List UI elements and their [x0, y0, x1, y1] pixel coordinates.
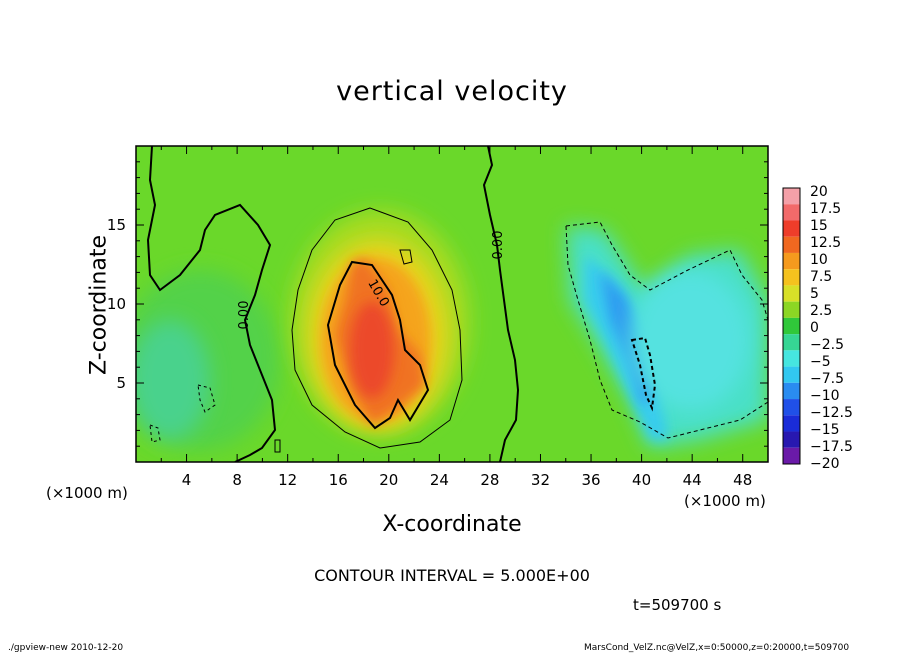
time-label: t=509700 s [633, 596, 722, 614]
colorbar-cell [783, 350, 800, 367]
contour-neg-ten [630, 336, 657, 412]
x-tick-label: 32 [531, 471, 550, 489]
colorbar-label: −15 [810, 422, 840, 438]
colorbar-cell [783, 399, 800, 416]
colorbar-cell [783, 334, 800, 351]
x-tick-label: 40 [632, 471, 651, 489]
colorbar-frame [782, 187, 801, 465]
colorbar: 2017.51512.5107.552.50−2.5−5−7.5−10−12.5… [782, 184, 853, 472]
x-tick-label: 20 [379, 471, 398, 489]
contour-neg-five-top [565, 221, 768, 321]
x-tick-label: 28 [480, 471, 499, 489]
contour-interval-label: CONTOUR INTERVAL = 5.000E+00 [314, 566, 590, 585]
colorbar-label: −7.5 [810, 371, 844, 387]
x-tick-label: 24 [430, 471, 449, 489]
colorbar-cell [783, 382, 800, 400]
colorbar-label: −5 [810, 354, 831, 370]
footer-left: ./gpview-new 2010-12-20 [8, 643, 124, 653]
contour-five [291, 207, 463, 449]
x-tick-label: 36 [581, 471, 600, 489]
contour-small-left-2 [149, 424, 161, 443]
colorbar-cell [783, 204, 800, 221]
colorbar-cell [783, 415, 800, 432]
chart-title: vertical velocity [336, 76, 568, 107]
contour-small-1 [274, 439, 281, 453]
colorbar-cell [783, 447, 800, 464]
colorbar-label: 7.5 [810, 269, 832, 285]
colorbar-label: 20 [810, 184, 828, 200]
colorbar-cell [783, 301, 800, 318]
x-tick-label: 12 [278, 471, 297, 489]
y-tick-label: 15 [107, 216, 126, 234]
contour-label-zero-left: 0.00 [237, 301, 252, 330]
footer-right: MarsCond_VelZ.nc@VelZ,x=0:50000,z=0:2000… [584, 643, 850, 653]
contour-small-2 [399, 249, 413, 265]
colorbar-cell [783, 236, 800, 253]
x-tick-label: 48 [733, 471, 752, 489]
colorbar-cell [783, 269, 800, 286]
contour-neg-five-bottom [565, 225, 768, 439]
y-tick-label: 10 [107, 295, 126, 313]
x-unit-left: (×1000 m) [46, 484, 128, 502]
x-axis-label: X-coordinate [382, 512, 522, 537]
colorbar-cell [783, 366, 800, 383]
x-axis: 4 8 12 16 20 24 28 32 36 40 44 48 [160, 146, 752, 489]
colorbar-cell [783, 431, 800, 448]
colorbar-label: −17.5 [810, 439, 853, 455]
y-axis-label: Z-coordinate [86, 235, 112, 375]
field-left-downdraft [136, 320, 210, 440]
colorbar-label: −20 [810, 456, 840, 472]
y-tick-label: 5 [116, 374, 126, 392]
colorbar-label: 12.5 [810, 235, 841, 251]
updraft-max [350, 302, 394, 398]
downdraft-right [630, 270, 750, 410]
y-axis: 5 10 15 [107, 161, 768, 447]
colorbar-label: 10 [810, 252, 828, 268]
contour-zero-middle [482, 146, 520, 462]
colorbar-cell [783, 317, 800, 335]
colorbar-cell [783, 220, 800, 237]
colorbar-label: 5 [810, 286, 819, 302]
colorbar-label: −12.5 [810, 405, 853, 421]
contour-zero-left [146, 146, 277, 462]
contour-label-zero-middle: 0.00 [491, 231, 506, 260]
colorbar-label: 2.5 [810, 303, 832, 319]
contour-small-left-1 [197, 384, 216, 413]
colorbar-cell [783, 285, 800, 302]
contour-ten [326, 260, 430, 430]
colorbar-cell [783, 252, 800, 270]
x-tick-label: 44 [683, 471, 702, 489]
x-tick-label: 8 [232, 471, 242, 489]
colorbar-label: −2.5 [810, 337, 844, 353]
colorbar-label: −10 [810, 388, 840, 404]
velocity-field [136, 146, 768, 462]
x-unit-right: (×1000 m) [684, 492, 766, 510]
colorbar-cell [783, 188, 800, 205]
colorbar-label: 15 [810, 218, 828, 234]
colorbar-label: 0 [810, 320, 819, 336]
colorbar-label: 17.5 [810, 201, 841, 217]
x-tick-label: 4 [182, 471, 192, 489]
x-tick-label: 16 [329, 471, 348, 489]
